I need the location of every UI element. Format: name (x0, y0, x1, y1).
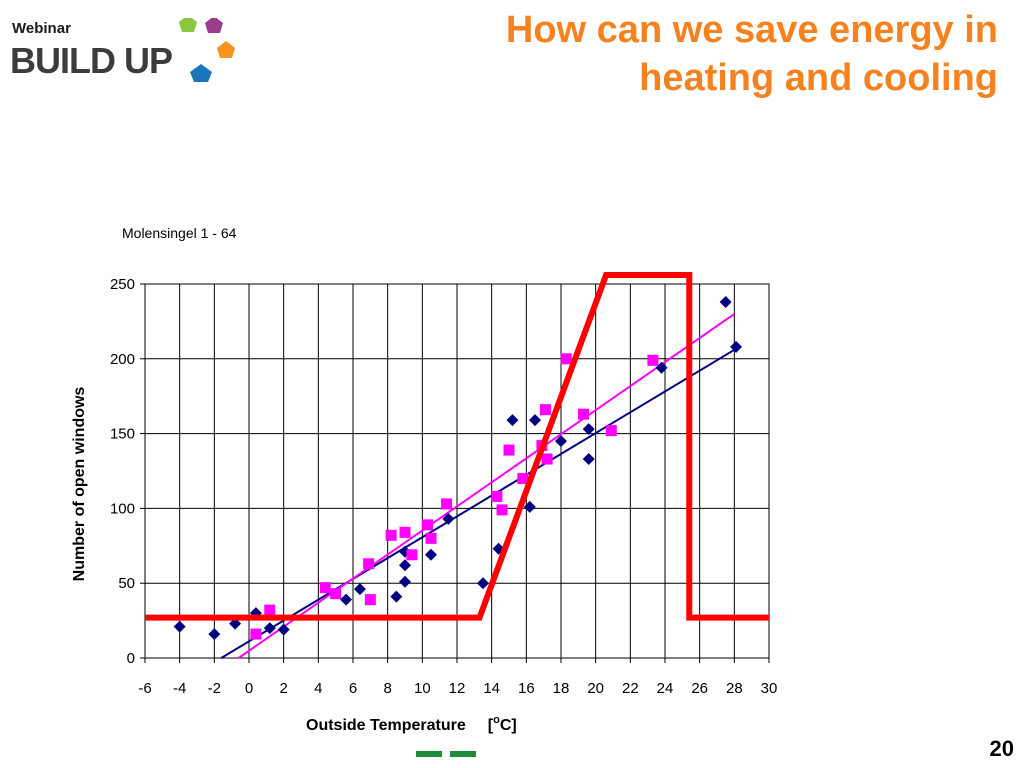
y-axis-label: Number of open windows (71, 387, 88, 582)
x-tick-label: 20 (587, 680, 604, 697)
slide-title-line-2: heating and cooling (639, 57, 998, 99)
x-axis-label: Outside Temperature [oC] (306, 714, 517, 734)
webinar-label: Webinar (12, 20, 71, 37)
x-axis-unit-sup: o (493, 714, 500, 726)
data-point-diamond (442, 512, 455, 525)
trendline (238, 313, 735, 659)
x-axis-unit-suffix: C] (500, 717, 517, 734)
data-point-square (647, 354, 659, 366)
x-tick-label: 4 (314, 680, 322, 697)
x-tick-label: -2 (208, 680, 221, 697)
trendlines (220, 313, 735, 659)
brand-wordmark: BUILD UP (10, 40, 173, 81)
x-tick-label: 22 (622, 680, 639, 697)
chart-axes (140, 283, 770, 663)
overlay-line (145, 272, 769, 621)
data-point-diamond (730, 340, 743, 353)
x-tick-label: 28 (726, 680, 743, 697)
x-axis-label-text: Outside Temperature (306, 717, 466, 734)
data-point-square (539, 404, 551, 416)
data-point-diamond (529, 414, 541, 427)
y-tick-label: 200 (110, 351, 135, 368)
x-tick-label: 14 (483, 680, 500, 697)
y-tick-labels: 0 50 100 150 200 250 (110, 276, 135, 667)
chart-grid (144, 283, 770, 659)
x-tick-label: -4 (173, 680, 186, 697)
y-tick-label: 250 (110, 276, 135, 293)
data-point-square (605, 425, 617, 437)
x-tick-label: 16 (518, 680, 535, 697)
data-point-square (491, 490, 503, 502)
data-point-square (578, 408, 590, 420)
x-tick-label: 12 (449, 680, 466, 697)
data-point-diamond (399, 559, 411, 572)
y-tick-label: 50 (118, 575, 135, 592)
data-point-square (517, 472, 529, 484)
x-tick-label: -6 (138, 680, 151, 697)
x-tick-label: 10 (414, 680, 431, 697)
data-point-diamond (582, 423, 595, 436)
x-tick-label: 2 (279, 680, 287, 697)
x-tick-label: 8 (383, 680, 391, 697)
data-point-square (503, 444, 515, 456)
plot-frame (144, 283, 770, 659)
x-tick-label: 6 (349, 680, 357, 697)
data-point-diamond (582, 453, 595, 466)
data-point-square (364, 594, 376, 606)
slide-title: How can we save energy in heating and co… (378, 6, 998, 102)
data-point-diamond (399, 575, 411, 588)
data-point-diamond (390, 590, 403, 603)
data-point-diamond (555, 435, 567, 448)
data-point-diamond (353, 583, 366, 596)
x-tick-label: 18 (553, 680, 570, 697)
data-point-square (425, 532, 437, 544)
trendline (220, 348, 735, 659)
data-point-diamond (277, 623, 290, 636)
slide-title-line-1: How can we save energy in (505, 9, 998, 51)
page-number: 20 (989, 736, 1014, 761)
data-point-square (264, 604, 276, 616)
data-point-square (560, 353, 572, 365)
x-tick-label: 26 (691, 680, 708, 697)
data-point-diamond (340, 593, 353, 606)
y-tick-label: 150 (110, 426, 135, 443)
data-point-square (441, 498, 453, 510)
data-point-square (250, 628, 262, 640)
data-point-diamond (425, 548, 437, 561)
data-point-square (399, 526, 411, 538)
data-point-square (363, 558, 375, 570)
data-point-square (422, 519, 434, 531)
build-up-logo (8, 18, 248, 88)
y-tick-label: 0 (127, 650, 135, 667)
logo-pentagons-icon (179, 18, 235, 82)
decor-bar-left (416, 751, 442, 757)
x-tick-label: 0 (245, 680, 253, 697)
data-point-square (541, 453, 553, 465)
x-tick-labels: -6 -4 -2 0 2 4 6 8 10 12 14 16 18 20 22 24 26 28 30 (138, 680, 777, 697)
x-axis-unit-prefix: [ (488, 717, 494, 734)
series-squares (250, 353, 659, 640)
data-point-diamond (263, 622, 276, 635)
x-tick-label: 30 (761, 680, 778, 697)
data-point-diamond (477, 577, 489, 590)
data-point-diamond (523, 500, 536, 513)
data-point-diamond (506, 414, 519, 427)
data-point-square (330, 588, 342, 600)
red-overlay-polyline (145, 272, 769, 621)
series-diamonds (173, 295, 743, 641)
data-point-square (385, 529, 397, 541)
data-point-diamond (208, 628, 221, 641)
data-point-diamond (719, 295, 732, 308)
chart-title: Molensingel 1 - 64 (122, 225, 237, 241)
data-point-square (406, 549, 418, 561)
x-tick-label: 24 (657, 680, 674, 697)
decor-bar-right (450, 751, 476, 757)
data-point-diamond (655, 361, 668, 374)
data-point-square (496, 504, 508, 516)
data-point-diamond (173, 620, 186, 633)
data-point-square (319, 582, 331, 594)
y-tick-label: 100 (110, 500, 135, 517)
